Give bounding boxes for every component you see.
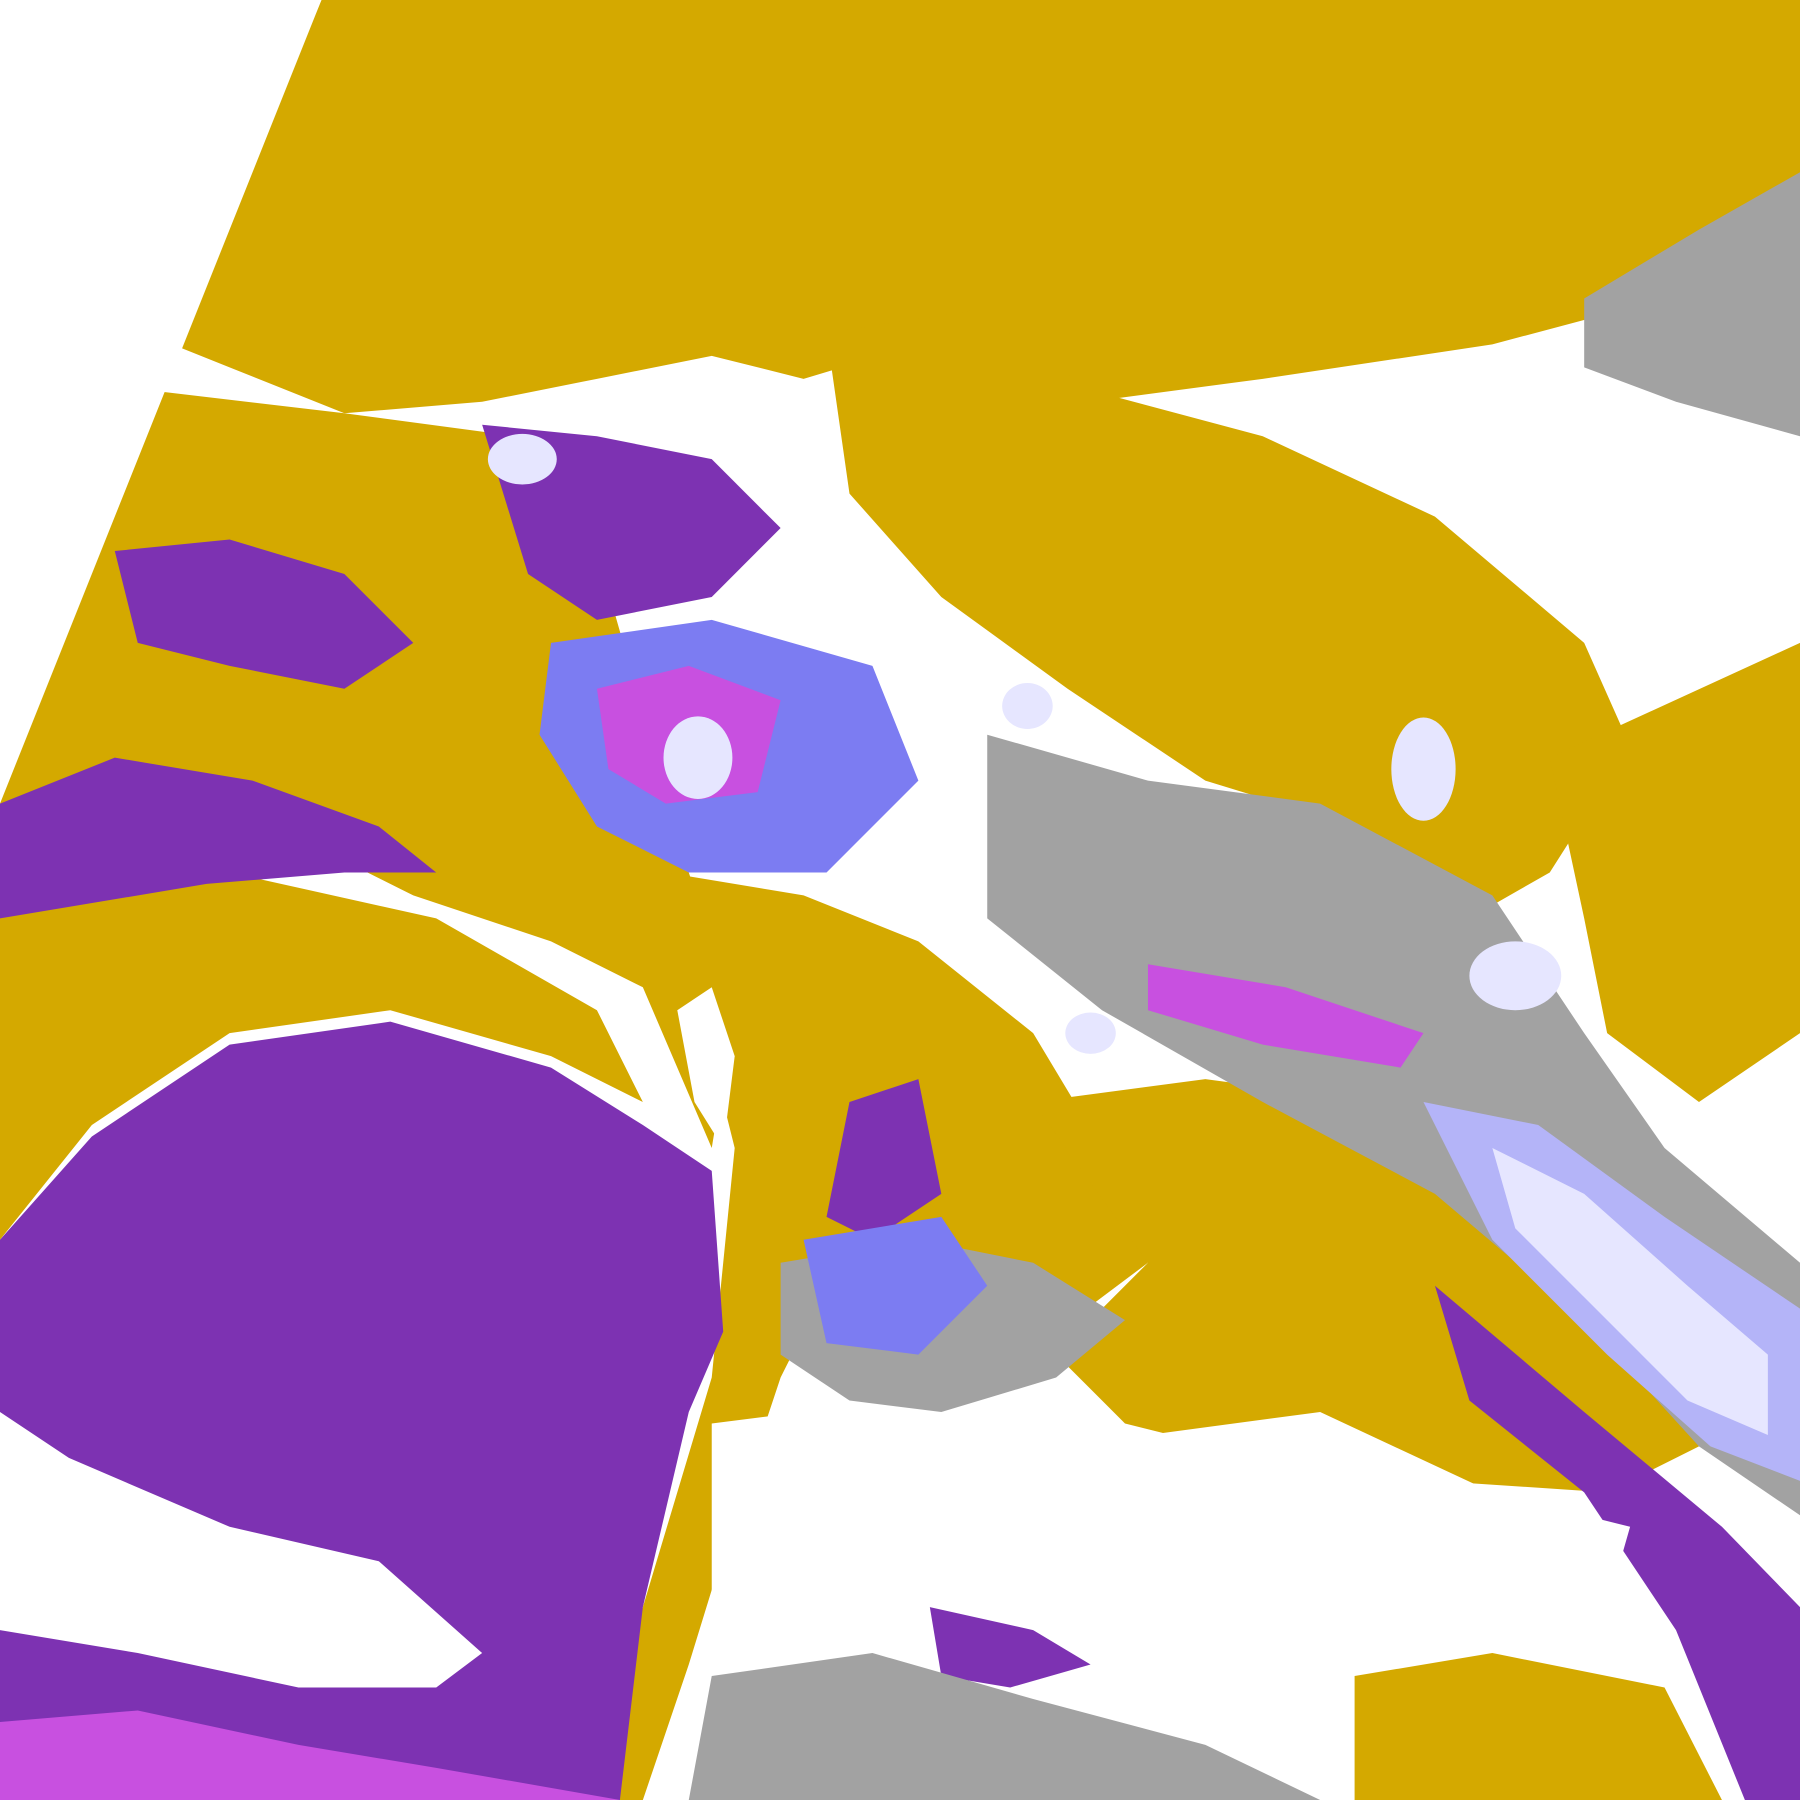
magenta-cloud-region-southwest — [0, 1710, 620, 1800]
gray-cloud-region-northeast — [1584, 172, 1800, 437]
gold-region-east — [1549, 642, 1800, 1103]
clear-area-northwest — [0, 0, 322, 804]
magenta-cloud-region-atlantic — [1147, 964, 1424, 1068]
purple-region-pacific — [0, 757, 437, 919]
gray-cloud-region-bottom — [688, 1653, 1321, 1800]
lavender-cloud-core-2 — [1002, 683, 1053, 729]
gold-region-north — [172, 0, 1800, 414]
gold-region-far-southeast — [1354, 1653, 1722, 1800]
clear-area-southeast-land — [1125, 1411, 1631, 1631]
lavender-cloud-core-4 — [1469, 941, 1562, 1011]
clear-area-patagonia — [711, 1411, 896, 1631]
gold-region-ocean-arc — [0, 872, 643, 1240]
lavender-cloud-core-1 — [663, 716, 733, 799]
lavender-cloud-core-3 — [1391, 717, 1456, 821]
purple-region-southeast-band — [1434, 1285, 1800, 1800]
lavender-cloud-core-5 — [1065, 1012, 1116, 1054]
purple-region-pacific-large — [0, 1021, 724, 1800]
purple-region-northwest — [114, 539, 414, 689]
lavender-cloud-core-6 — [487, 433, 557, 485]
clear-area-atacama — [677, 987, 735, 1148]
gold-region-andes — [596, 872, 1148, 1800]
blue-cloud-region-south — [803, 1216, 988, 1355]
lavender-cloud-core-southeast — [1492, 1147, 1768, 1435]
purple-region-patagonia-sea — [929, 1607, 1091, 1688]
purple-region-north-central — [482, 424, 781, 620]
purple-region-chaco — [826, 1079, 942, 1240]
